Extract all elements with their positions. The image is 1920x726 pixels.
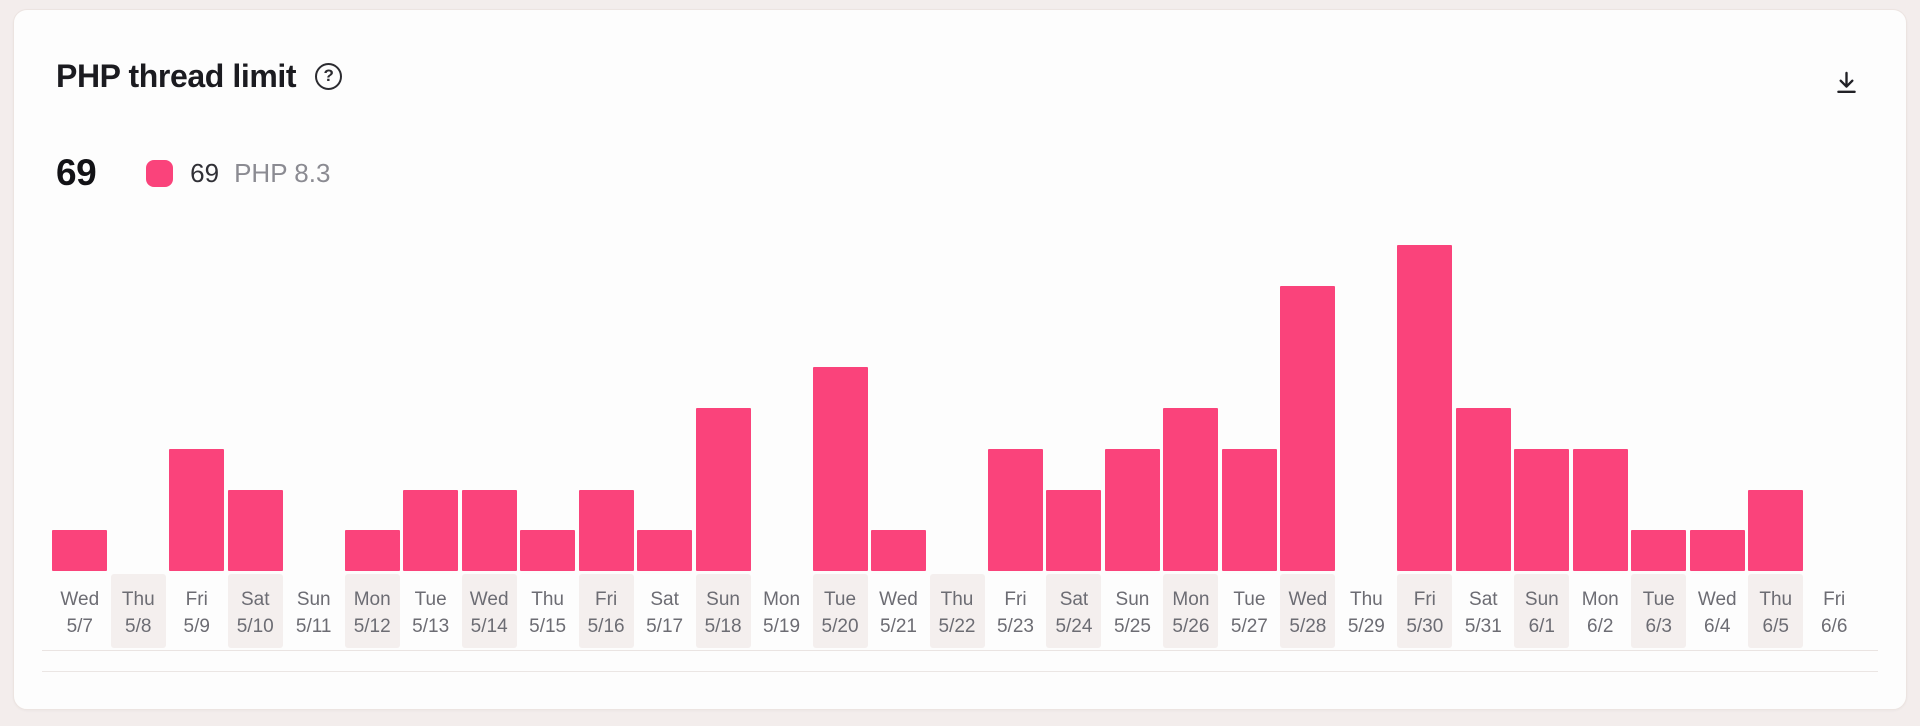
- x-axis-label: Wed 5/28: [1288, 589, 1328, 637]
- bar[interactable]: [987, 448, 1043, 571]
- x-axis-label: Thu 6/5: [1759, 589, 1793, 637]
- bar[interactable]: [1455, 408, 1511, 571]
- bar[interactable]: [461, 489, 517, 571]
- bar[interactable]: [695, 408, 751, 571]
- bar[interactable]: [403, 489, 459, 571]
- x-axis-label: Wed 5/14: [469, 589, 509, 637]
- x-axis-label: Tue 5/20: [821, 589, 859, 637]
- legend-label: PHP 8.3: [234, 157, 331, 188]
- x-axis-label: Sun 5/25: [1113, 589, 1151, 637]
- php-thread-limit-card: PHP thread limit ? 69 69 PHP 8.3 Wed 5/7 T…: [13, 9, 1907, 710]
- x-axis-label: Fri 5/16: [587, 589, 625, 637]
- x-axis-label: Sat 5/24: [1055, 589, 1093, 637]
- x-axis-label: Mon 5/19: [763, 589, 801, 637]
- summary-row: 69 69 PHP 8.3: [56, 148, 330, 198]
- x-axis-label: Mon 5/12: [353, 589, 391, 637]
- column-stripe: [344, 574, 400, 648]
- bar[interactable]: [520, 530, 576, 571]
- page-title: PHP thread limit: [56, 57, 297, 94]
- card-header: PHP thread limit ?: [56, 56, 343, 96]
- x-axis-label: Sat 5/10: [236, 589, 274, 637]
- column-stripe: [1046, 574, 1102, 648]
- column-stripe: [695, 574, 751, 648]
- bar[interactable]: [1397, 245, 1453, 571]
- column-stripe: [110, 574, 166, 648]
- bar[interactable]: [1572, 448, 1628, 571]
- x-axis-label: Sat 5/31: [1464, 589, 1502, 637]
- x-axis-label: Sun 5/11: [295, 589, 332, 637]
- x-axis-label: Wed 5/7: [60, 589, 100, 637]
- legend-value: 69: [190, 157, 220, 188]
- question-circle-icon[interactable]: ?: [315, 62, 343, 90]
- x-axis-label: Thu 5/15: [529, 589, 567, 637]
- x-axis-label: Sat 5/17: [646, 589, 684, 637]
- x-axis-label: Fri 5/9: [183, 589, 210, 637]
- column-stripe: [578, 574, 634, 648]
- x-axis-label: Thu 5/29: [1347, 589, 1385, 637]
- x-axis-label: Mon 6/2: [1581, 589, 1619, 637]
- bar[interactable]: [1163, 408, 1219, 571]
- bar[interactable]: [344, 530, 400, 571]
- bar[interactable]: [1104, 448, 1160, 571]
- legend: 69 PHP 8.3: [146, 158, 330, 189]
- footer-divider: [42, 671, 1878, 672]
- x-axis-label: Tue 5/13: [412, 589, 450, 637]
- column-stripe: [461, 574, 517, 648]
- bar[interactable]: [227, 489, 283, 571]
- x-axis-label: Wed 6/4: [1697, 589, 1737, 637]
- x-axis-label: Thu 5/8: [121, 589, 155, 637]
- column-stripe: [1514, 574, 1570, 648]
- bar[interactable]: [1748, 489, 1804, 571]
- x-axis-label: Tue 6/3: [1642, 589, 1675, 637]
- bar[interactable]: [52, 530, 108, 571]
- axis-line: [42, 650, 1878, 651]
- x-axis-label: Wed 5/21: [879, 589, 918, 637]
- bar[interactable]: [812, 367, 868, 571]
- total-value: 69: [56, 152, 97, 193]
- column-stripe: [1280, 574, 1336, 648]
- legend-swatch: [146, 159, 174, 187]
- bar[interactable]: [1631, 530, 1687, 571]
- column-stripe: [1748, 574, 1804, 648]
- download-button[interactable]: [1826, 62, 1866, 102]
- bar[interactable]: [1280, 285, 1336, 571]
- bar[interactable]: [169, 448, 225, 571]
- bar[interactable]: [1221, 448, 1277, 571]
- x-axis-label: Fri 6/6: [1820, 589, 1848, 637]
- column-stripe: [227, 574, 283, 648]
- x-axis-label: Fri 5/30: [1406, 589, 1444, 637]
- x-axis-label: Thu 5/22: [938, 589, 976, 637]
- x-axis-label: Sun 6/1: [1524, 589, 1559, 637]
- column-stripe: [929, 574, 985, 648]
- x-axis-label: Fri 5/23: [996, 589, 1034, 637]
- bar[interactable]: [637, 530, 693, 571]
- x-axis-label: Tue 5/27: [1230, 589, 1268, 637]
- bar[interactable]: [1689, 530, 1745, 571]
- bar[interactable]: [1046, 489, 1102, 571]
- column-stripe: [812, 574, 868, 648]
- x-axis-label: Sun 5/18: [704, 589, 742, 637]
- column-stripe: [1397, 574, 1453, 648]
- download-icon: [1833, 69, 1860, 96]
- x-axis-label: Mon 5/26: [1172, 589, 1210, 637]
- bar[interactable]: [1514, 448, 1570, 571]
- bar-chart: Wed 5/7 Thu 5/8 Fri 5/9 Sat 5/10 Sun 5/11 Mon 5/12 T…: [14, 10, 1906, 709]
- column-stripe: [1631, 574, 1687, 648]
- column-stripe: [1163, 574, 1219, 648]
- bar[interactable]: [871, 530, 927, 571]
- bar[interactable]: [578, 489, 634, 571]
